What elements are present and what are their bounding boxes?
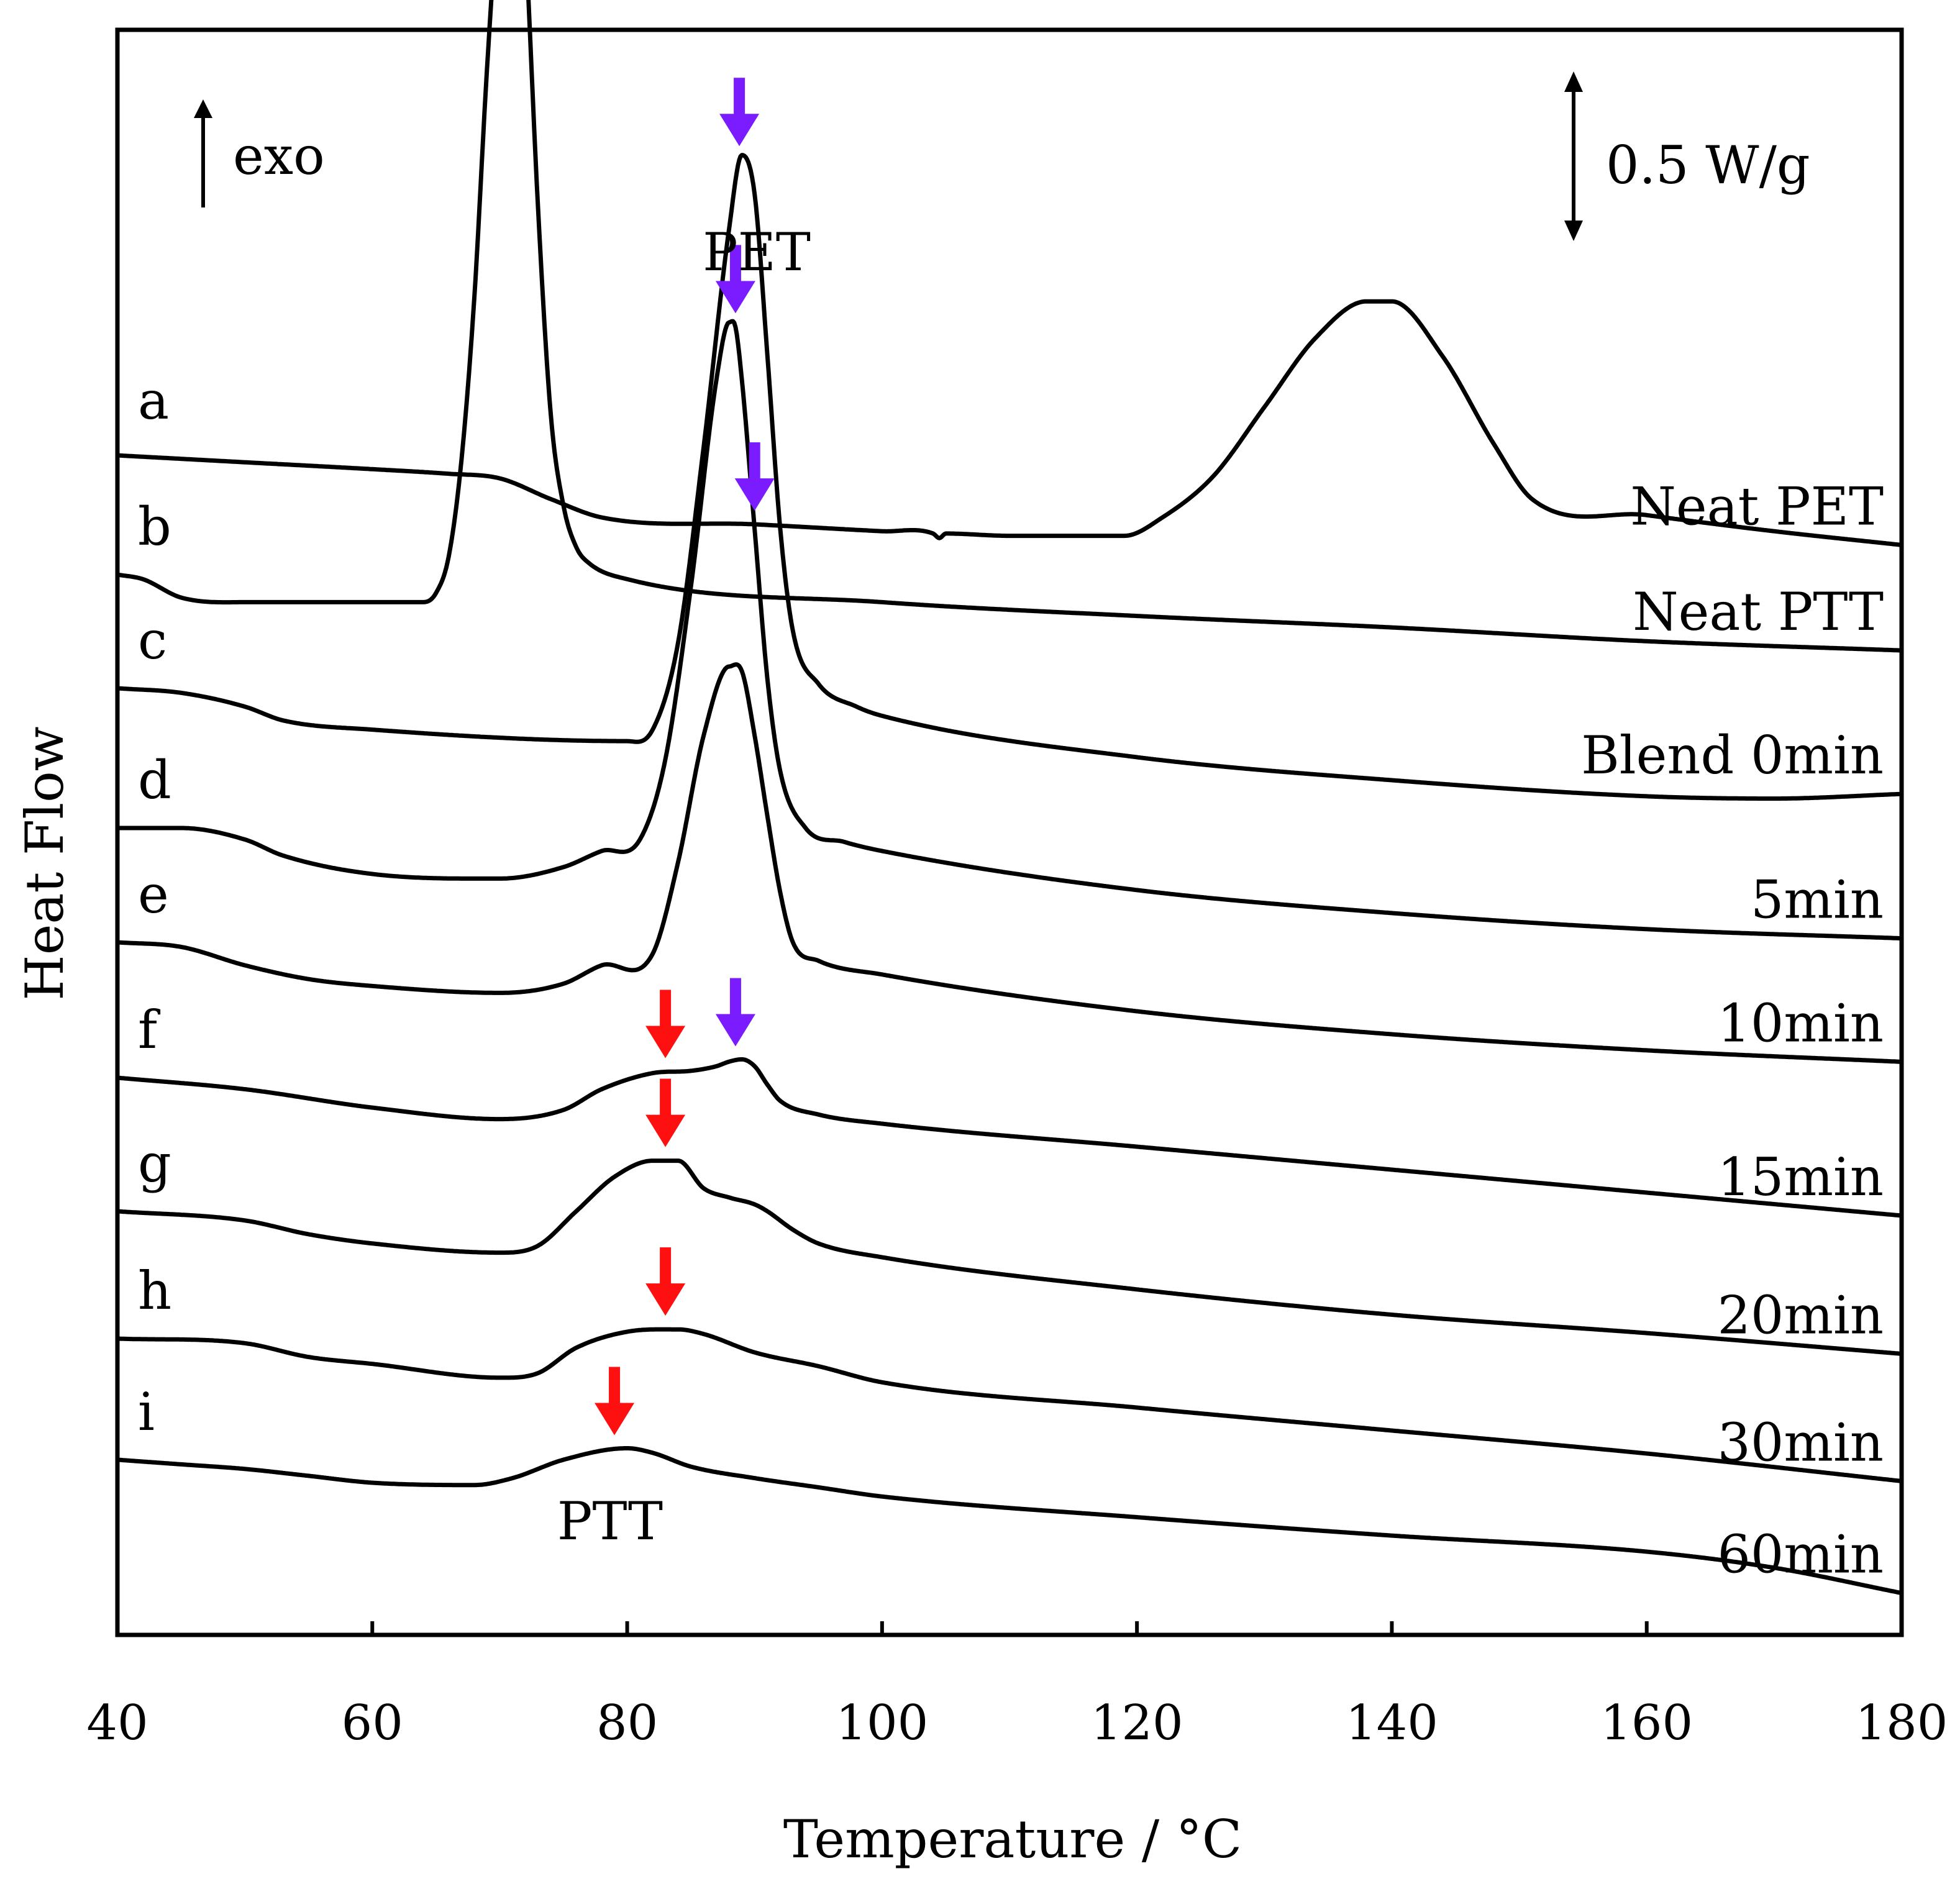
ptt-arrow-icon-head — [645, 1283, 686, 1316]
curve-letter-c: c — [138, 610, 167, 671]
curve-f — [116, 1057, 1903, 1218]
exo-arrow-head-icon — [194, 99, 212, 118]
ptt-arrow-icon-shaft — [609, 1367, 621, 1406]
curve-name-h: 30min — [1717, 1412, 1884, 1473]
curve-letter-i: i — [138, 1381, 155, 1442]
curve-letter-d: d — [138, 750, 171, 811]
curve-g — [116, 1158, 1903, 1356]
curve-name-a: Neat PET — [1630, 476, 1884, 537]
curve-name-e: 10min — [1717, 993, 1884, 1053]
curve-letter-a: a — [138, 370, 169, 431]
plot-frame — [115, 27, 1904, 1637]
curve-name-g: 20min — [1717, 1285, 1884, 1345]
ptt-arrow-icon — [645, 1078, 686, 1147]
curve-letter-g: g — [138, 1133, 171, 1194]
pet-arrow-icon — [715, 245, 755, 314]
curve-group — [116, 0, 1903, 1596]
pet-arrow-icon — [734, 442, 775, 511]
curve-d — [116, 319, 1903, 941]
ptt-arrow-icon-shaft — [660, 990, 672, 1029]
x-axis-title: Temperature / °C — [783, 1809, 1242, 1870]
pet-arrow-icon — [719, 78, 760, 147]
curve-a — [116, 299, 1903, 547]
x-tick-label: 120 — [1091, 1695, 1183, 1751]
x-tick-label: 160 — [1600, 1695, 1693, 1751]
scale-bar: 0.5 W/g — [1564, 71, 1810, 241]
x-tick-label: 140 — [1346, 1695, 1438, 1751]
curve-c — [116, 153, 1903, 801]
curve-name-f: 15min — [1717, 1147, 1884, 1208]
ptt-arrow-icon — [645, 1247, 686, 1316]
x-tick-label: 40 — [86, 1695, 148, 1751]
curve-i — [116, 1446, 1903, 1596]
x-tick-label: 80 — [596, 1695, 658, 1751]
pet-arrow-icon-shaft — [734, 78, 745, 117]
ptt-arrow-icon-shaft — [660, 1078, 672, 1117]
curve-name-i: 60min — [1717, 1524, 1884, 1585]
ptt-arrow-icon-head — [645, 1114, 686, 1147]
ptt-arrow-icon — [645, 990, 686, 1058]
ptt-arrow-icon-head — [645, 1026, 686, 1058]
curve-e — [116, 662, 1903, 1064]
pet-arrow-icon-shaft — [749, 442, 760, 481]
curve-name-b: Neat PTT — [1633, 581, 1884, 642]
curve-letter-group: a bc de f g hi — [138, 370, 171, 1442]
curve-letter-f: f — [138, 999, 161, 1060]
ptt-arrow-icon-head — [595, 1403, 635, 1436]
pet-arrow-icon-shaft — [729, 978, 741, 1017]
pet-arrow-icon-head — [715, 1014, 755, 1047]
curve-letter-e: e — [138, 864, 169, 925]
curve-name-d: 5min — [1751, 870, 1884, 931]
x-tick-label: 60 — [342, 1695, 403, 1751]
x-axis-ticks: 40 60 80 100 120 140 160 180 — [86, 1621, 1948, 1751]
scale-bar-label: 0.5 W/g — [1606, 135, 1810, 196]
pet-arrow-icon — [715, 978, 755, 1047]
ptt-arrow-icon-shaft — [660, 1247, 672, 1286]
scale-bar-top-arrow-icon — [1564, 71, 1583, 92]
curve-name-group: Neat PET Neat PTT Blend 0min 5min 10min 15min… — [1581, 476, 1884, 1585]
curve-letter-h: h — [138, 1260, 171, 1321]
curve-h — [116, 1327, 1903, 1483]
pet-arrow-icon-head — [719, 114, 760, 147]
exo-indicator: exo — [194, 99, 325, 207]
curve-letter-b: b — [138, 496, 171, 557]
y-axis-title: Heat Flow — [14, 726, 75, 1000]
scale-bar-bottom-arrow-icon — [1564, 221, 1583, 241]
curve-name-c: Blend 0min — [1581, 725, 1884, 786]
x-tick-label: 180 — [1856, 1695, 1948, 1751]
pet-arrow-icon-head — [734, 478, 775, 511]
pet-arrow-icon-shaft — [729, 245, 741, 284]
exo-label: exo — [233, 125, 325, 186]
x-tick-label: 100 — [836, 1695, 928, 1751]
pet-label: PET — [703, 222, 811, 283]
curve-b — [116, 0, 1903, 653]
pet-arrow-icon-head — [715, 281, 755, 314]
arrow-marker-group — [595, 78, 775, 1436]
ptt-arrow-icon — [595, 1367, 635, 1436]
ptt-label: PTT — [557, 1491, 663, 1552]
